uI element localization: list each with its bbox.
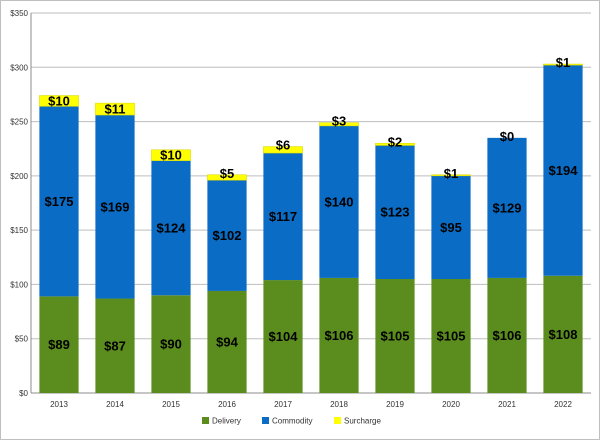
- data-label-commodity: $194: [549, 163, 579, 178]
- data-label-commodity: $117: [269, 209, 297, 224]
- x-tick-label: 2017: [274, 400, 292, 409]
- x-tick-label: 2020: [442, 400, 460, 409]
- bar-segment-commodity: [319, 125, 359, 278]
- bar-segment-delivery: [319, 277, 359, 393]
- y-tick-label: $200: [10, 172, 28, 181]
- data-label-delivery: $104: [269, 329, 299, 344]
- y-tick-label: $350: [10, 9, 28, 18]
- bar-segment-delivery: [39, 296, 79, 393]
- bar-segment-surcharge: [151, 149, 191, 161]
- bar-segment-commodity: [95, 115, 135, 299]
- data-label-surcharge: $1: [556, 55, 570, 70]
- bar-segment-commodity: [207, 180, 247, 291]
- data-label-surcharge: $10: [160, 148, 182, 163]
- legend-label-surcharge: Surcharge: [344, 417, 381, 426]
- data-label-commodity: $102: [213, 228, 242, 243]
- data-label-delivery: $89: [48, 337, 70, 352]
- data-label-surcharge: $1: [444, 166, 458, 181]
- data-label-surcharge: $10: [48, 93, 70, 108]
- x-tick-label: 2018: [330, 400, 348, 409]
- data-label-surcharge: $2: [388, 134, 402, 149]
- data-label-surcharge: $11: [105, 102, 126, 117]
- data-label-commodity: $124: [157, 220, 187, 235]
- y-tick-label: $0: [19, 389, 28, 398]
- legend-label-commodity: Commodity: [272, 417, 312, 426]
- bar-segment-surcharge: [375, 143, 415, 146]
- data-label-delivery: $105: [381, 329, 410, 344]
- data-label-surcharge: $3: [332, 114, 346, 129]
- y-tick-label: $300: [10, 63, 28, 72]
- bar-segment-delivery: [263, 280, 303, 393]
- data-label-surcharge: $5: [220, 166, 234, 181]
- bar-segment-surcharge: [543, 63, 583, 66]
- x-tick-label: 2015: [162, 400, 180, 409]
- bar-segment-delivery: [431, 279, 471, 393]
- legend-swatch-delivery: [202, 417, 209, 424]
- data-label-commodity: $129: [493, 200, 522, 215]
- y-tick-label: $50: [15, 335, 29, 344]
- bar-segment-surcharge: [95, 102, 135, 116]
- bar-segment-delivery: [207, 290, 247, 393]
- data-label-delivery: $87: [104, 338, 126, 353]
- data-label-delivery: $105: [437, 329, 466, 344]
- bar-segment-delivery: [543, 275, 583, 393]
- x-tick-label: 2014: [106, 400, 124, 409]
- legend-label-delivery: Delivery: [212, 417, 241, 426]
- y-tick-label: $100: [10, 280, 28, 289]
- bar-segment-delivery: [487, 277, 527, 393]
- data-label-delivery: $94: [216, 334, 238, 349]
- x-tick-label: 2019: [386, 400, 404, 409]
- bars: [39, 63, 583, 393]
- data-label-delivery: $106: [325, 328, 354, 343]
- bar-segment-surcharge: [207, 174, 247, 181]
- data-labels: $89 $175 $10 $87 $169 $11 $90 $124 $10 $94 $102 $5 $…: [45, 55, 579, 353]
- x-tick-label: 2021: [498, 400, 516, 409]
- bar-segment-surcharge: [319, 122, 359, 127]
- data-label-commodity: $140: [325, 194, 354, 209]
- bar-segment-commodity: [263, 153, 303, 281]
- legend: Delivery Commodity Surcharge: [202, 417, 381, 426]
- data-label-commodity: $169: [101, 199, 130, 214]
- bar-segment-surcharge: [39, 95, 79, 107]
- data-label-commodity: $95: [440, 220, 462, 235]
- bar-segment-commodity: [375, 145, 415, 279]
- data-label-delivery: $108: [549, 327, 578, 342]
- bar-segment-surcharge: [431, 174, 471, 177]
- bar-segment-delivery: [375, 279, 415, 393]
- data-label-commodity: $175: [45, 194, 74, 209]
- data-label-surcharge: $6: [276, 138, 290, 153]
- data-label-delivery: $90: [160, 337, 182, 352]
- y-tick-label: $250: [10, 118, 28, 127]
- data-label-delivery: $106: [493, 328, 522, 343]
- bar-segment-surcharge: [263, 146, 303, 154]
- bar-segment-commodity: [151, 160, 191, 296]
- bar-segment-commodity: [431, 175, 471, 279]
- x-tick-label: 2013: [50, 400, 68, 409]
- x-tick-label: 2016: [218, 400, 236, 409]
- bar-segment-commodity: [39, 106, 79, 297]
- x-tick-label: 2022: [554, 400, 572, 409]
- bar-segment-delivery: [95, 298, 135, 393]
- bar-segment-commodity: [487, 137, 527, 278]
- legend-swatch-commodity: [262, 417, 269, 424]
- data-label-commodity: $123: [381, 205, 410, 220]
- bar-segment-delivery: [151, 295, 191, 393]
- bar-segment-commodity: [543, 65, 583, 276]
- legend-swatch-surcharge: [334, 417, 341, 424]
- data-label-surcharge: $0: [500, 129, 514, 144]
- y-tick-label: $150: [10, 226, 28, 235]
